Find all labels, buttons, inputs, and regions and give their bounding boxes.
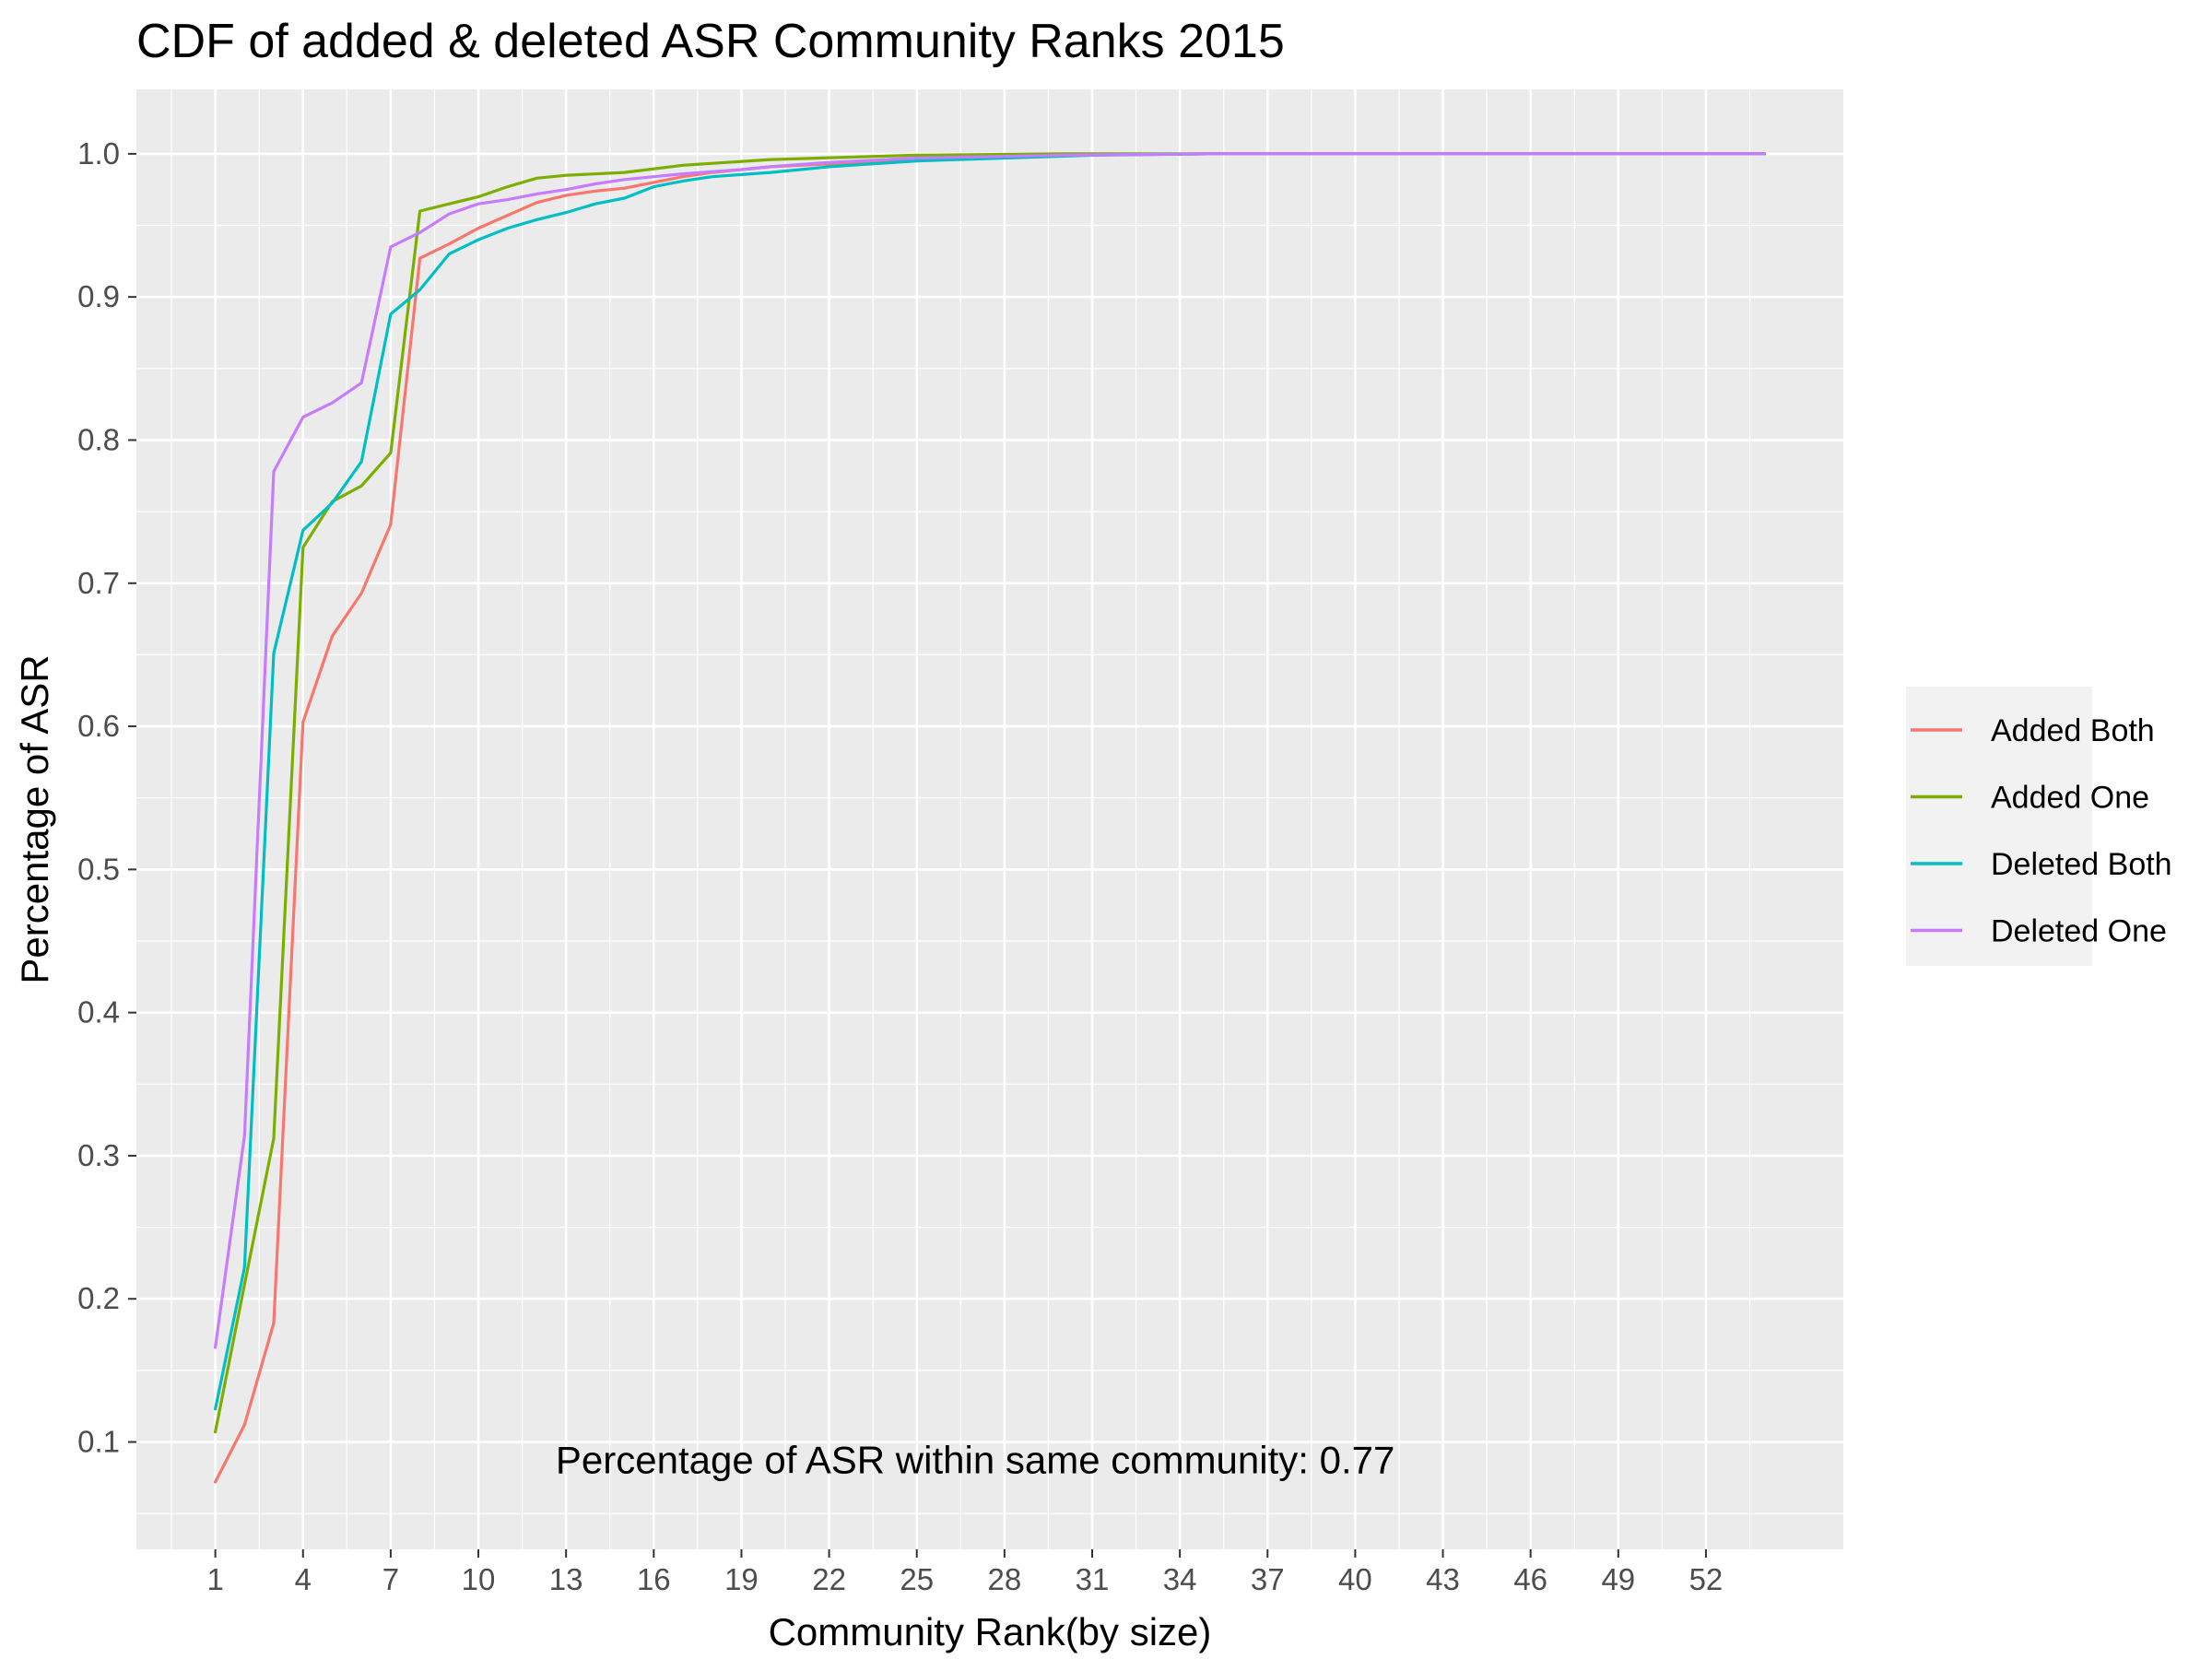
y-tick-label: 0.3 <box>77 1138 120 1172</box>
y-axis: 0.1 0.2 0.3 0.4 0.5 0.6 0.7 0.8 0.9 1.0 <box>77 136 136 1459</box>
legend-label: Added One <box>1991 781 2149 816</box>
x-tick-label: 31 <box>1076 1562 1110 1596</box>
x-tick-label: 46 <box>1513 1562 1547 1596</box>
series-line <box>214 152 1767 1411</box>
x-tick-label: 43 <box>1426 1562 1460 1596</box>
chart-title: CDF of added & deleted ASR Community Ran… <box>136 15 1285 68</box>
series-line <box>214 152 1767 1349</box>
series-line <box>214 152 1767 1434</box>
y-axis-title: Percentage of ASR <box>13 654 56 983</box>
grid-layer <box>136 89 1843 1549</box>
x-tick-label: 4 <box>295 1562 312 1596</box>
x-tick-label: 1 <box>206 1562 223 1596</box>
x-axis-title: Community Rank(by size) <box>769 1610 1212 1653</box>
x-tick-label: 49 <box>1601 1562 1635 1596</box>
y-tick-label: 0.1 <box>77 1425 120 1459</box>
x-tick-label: 40 <box>1338 1562 1372 1596</box>
x-tick-label: 28 <box>987 1562 1021 1596</box>
x-tick-label: 52 <box>1689 1562 1724 1596</box>
legend-background <box>1906 687 2092 966</box>
y-tick-label: 0.7 <box>77 566 120 600</box>
legend-label: Added Both <box>1991 713 2155 748</box>
legend: Added Both Added One Deleted Both Deleted O… <box>1906 687 2172 966</box>
chart-annotation: Percentage of ASR within same community:… <box>556 1439 1394 1482</box>
x-tick-label: 25 <box>900 1562 934 1596</box>
series-layer <box>214 152 1767 1484</box>
x-axis: 1 4 7 10 13 16 19 22 25 28 31 34 37 40 43 46 49 52 <box>206 1549 1723 1596</box>
x-tick-label: 7 <box>382 1562 399 1596</box>
x-tick-label: 16 <box>637 1562 671 1596</box>
x-tick-label: 34 <box>1163 1562 1197 1596</box>
y-tick-label: 0.9 <box>77 279 120 313</box>
y-tick-label: 0.4 <box>77 995 120 1030</box>
y-tick-label: 0.2 <box>77 1281 120 1315</box>
y-tick-label: 0.8 <box>77 422 120 456</box>
x-tick-label: 19 <box>724 1562 759 1596</box>
y-tick-label: 0.6 <box>77 709 120 743</box>
x-tick-label: 37 <box>1251 1562 1285 1596</box>
y-tick-label: 0.5 <box>77 852 120 886</box>
x-tick-label: 13 <box>549 1562 583 1596</box>
x-tick-label: 22 <box>812 1562 846 1596</box>
x-tick-label: 10 <box>462 1562 496 1596</box>
legend-label: Deleted One <box>1991 914 2167 949</box>
legend-label: Deleted Both <box>1991 847 2172 882</box>
plot-panel <box>136 89 1843 1549</box>
y-tick-label: 1.0 <box>77 136 120 171</box>
